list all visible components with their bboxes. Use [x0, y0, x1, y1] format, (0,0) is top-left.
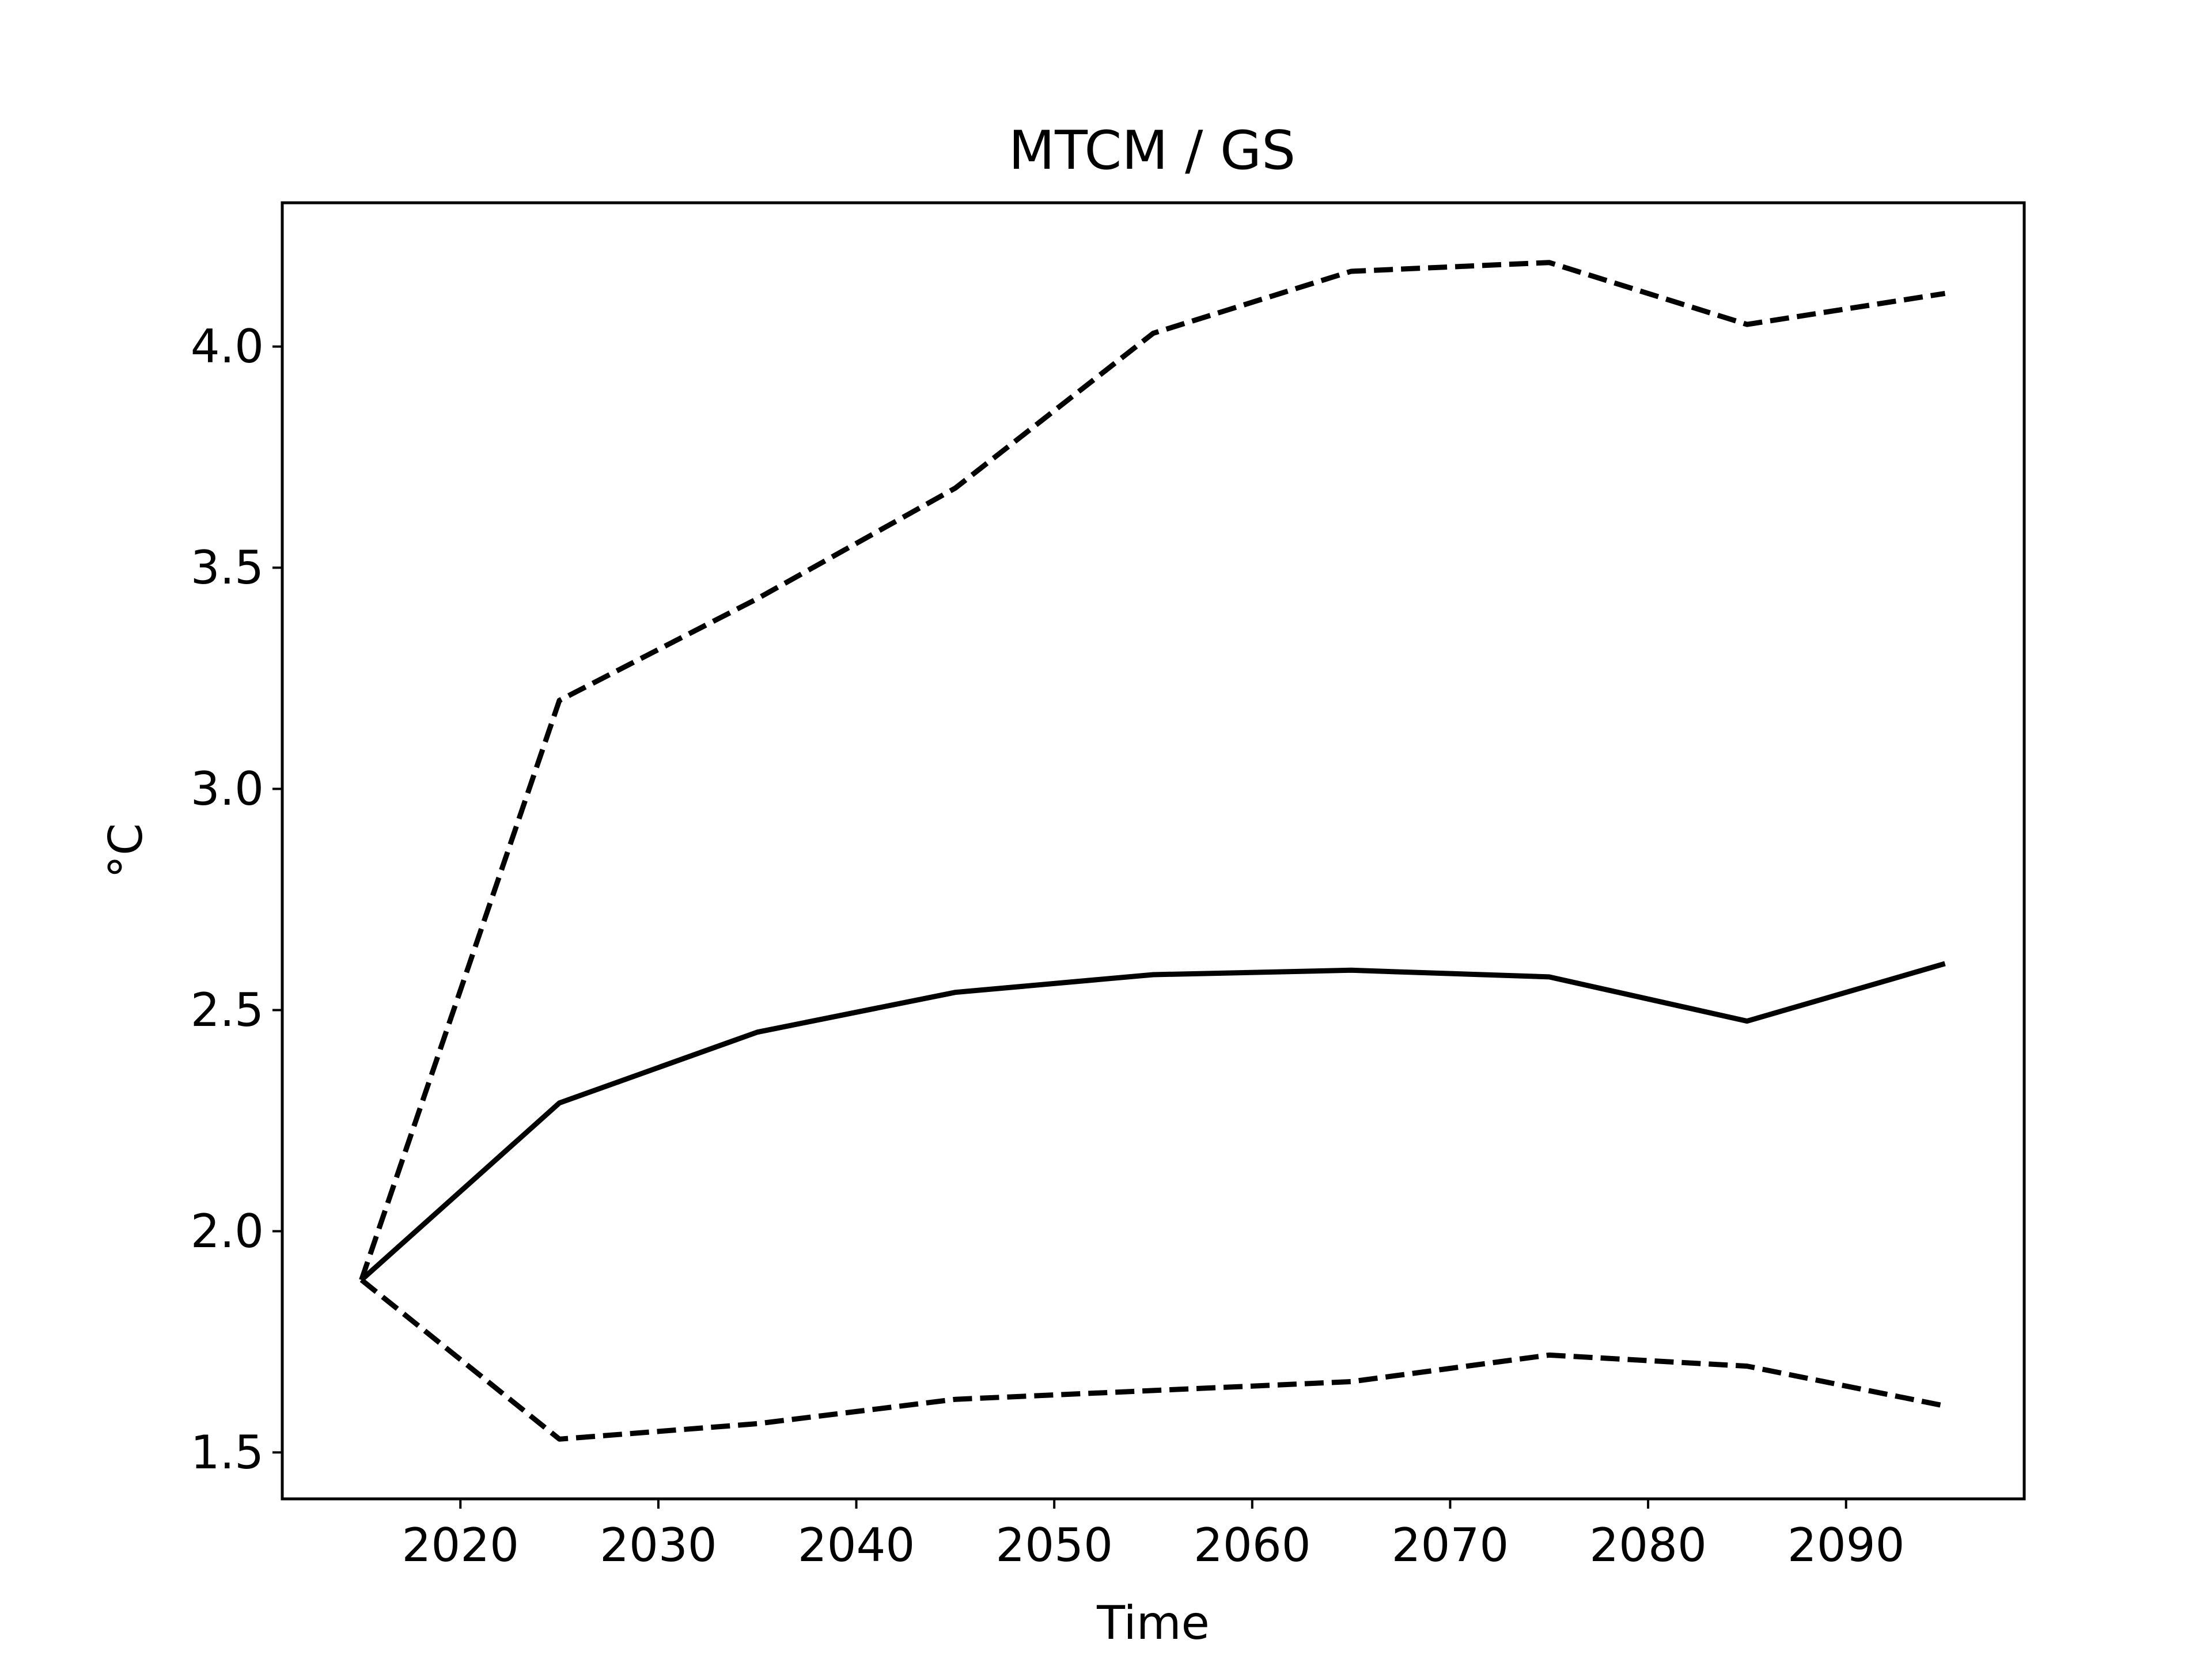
x-tick-label: 2060 [1194, 1518, 1311, 1572]
plot-frame [281, 201, 2026, 1501]
y-tick-label: 3.0 [191, 762, 264, 816]
x-tick-label: 2050 [995, 1518, 1113, 1572]
y-tick-label: 1.5 [191, 1426, 264, 1479]
x-tick-label: 2080 [1589, 1518, 1707, 1572]
x-axis: 2020 2030 2040 2050 2060 2070 2080 2090 [402, 1499, 1905, 1572]
y-tick-label: 2.0 [191, 1205, 264, 1258]
series-line-1 [359, 961, 1946, 1282]
plot-lines [359, 260, 1946, 1442]
y-tick-label: 4.0 [191, 320, 264, 373]
x-tick-label: 2030 [600, 1518, 717, 1572]
series-line-2 [359, 260, 1946, 1281]
x-tick-label: 2020 [402, 1518, 519, 1572]
series-line-3 [359, 1278, 1946, 1442]
x-tick-label: 2070 [1392, 1518, 1509, 1572]
x-tick-label: 2040 [798, 1518, 915, 1572]
x-axis-label: Time [1096, 1596, 1210, 1650]
y-tick-label: 2.5 [191, 983, 264, 1037]
y-tick-label: 3.5 [191, 541, 264, 594]
x-tick-label: 2090 [1787, 1518, 1905, 1572]
y-axis: 1.5 2.0 2.5 3.0 3.5 4.0 [191, 320, 282, 1479]
chart-title: MTCM / GS [1009, 119, 1296, 181]
y-axis-label: °C [99, 823, 153, 878]
